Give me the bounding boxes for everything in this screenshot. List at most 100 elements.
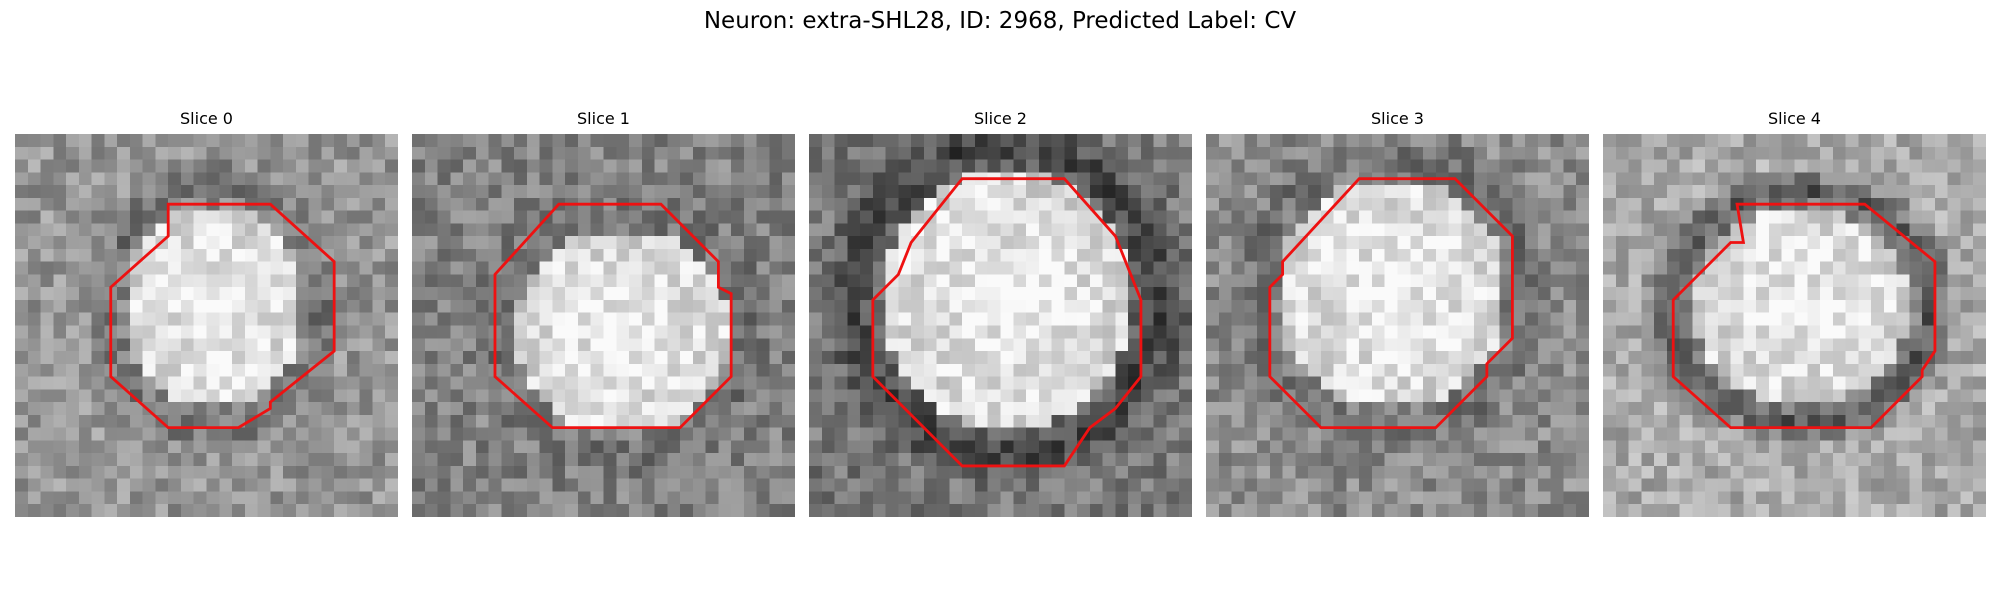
pixel	[1576, 402, 1589, 416]
pixel	[1896, 299, 1910, 313]
pixel	[1512, 504, 1526, 517]
pixel	[321, 478, 335, 492]
pixel	[334, 197, 348, 211]
pixel	[1922, 299, 1936, 313]
pixel	[1832, 299, 1846, 313]
pixel	[898, 465, 912, 479]
pixel	[40, 236, 54, 250]
pixel	[1166, 312, 1180, 326]
pixel	[769, 376, 783, 390]
pixel	[1883, 414, 1897, 428]
pixel	[743, 287, 757, 301]
pixel	[1244, 325, 1258, 339]
pixel	[1679, 363, 1693, 377]
pixel	[667, 440, 681, 454]
pixel	[168, 427, 182, 441]
pixel	[1064, 287, 1078, 301]
pixel	[1140, 210, 1154, 224]
pixel	[809, 146, 823, 160]
pixel	[385, 210, 398, 224]
pixel	[206, 274, 220, 288]
pixel	[1896, 146, 1910, 160]
pixel	[1308, 427, 1322, 441]
pixel	[1909, 504, 1923, 517]
pixel	[450, 440, 464, 454]
pixel	[1641, 491, 1655, 505]
pixel	[1628, 325, 1642, 339]
pixel	[1333, 491, 1347, 505]
pixel	[1947, 134, 1961, 148]
pixel	[1244, 427, 1258, 441]
pixel	[1563, 261, 1577, 275]
pixel	[616, 261, 630, 275]
pixel	[1576, 389, 1589, 403]
pixel	[1820, 414, 1834, 428]
pixel	[270, 261, 284, 275]
pixel	[1730, 376, 1744, 390]
pixel	[1615, 491, 1629, 505]
pixel	[1820, 504, 1834, 517]
pixel	[1576, 134, 1589, 148]
pixel	[1371, 185, 1385, 199]
pixel	[565, 312, 579, 326]
pixel	[1206, 299, 1220, 313]
pixel	[1295, 146, 1309, 160]
slice-title-3: Slice 3	[1371, 109, 1424, 128]
pixel	[1269, 504, 1283, 517]
pixel	[334, 146, 348, 160]
pixel	[1486, 389, 1500, 403]
pixel	[885, 185, 899, 199]
pixel	[1896, 504, 1910, 517]
pixel	[1410, 351, 1424, 365]
pixel	[577, 363, 591, 377]
pixel	[1537, 197, 1551, 211]
pixel	[514, 146, 528, 160]
pixel	[1231, 159, 1245, 173]
pixel	[680, 504, 694, 517]
pixel	[180, 312, 194, 326]
pixel	[962, 389, 976, 403]
pixel	[1179, 504, 1192, 517]
pixel	[743, 389, 757, 403]
pixel	[1717, 325, 1731, 339]
pixel	[91, 159, 105, 173]
pixel	[821, 363, 835, 377]
pixel	[155, 261, 169, 275]
pixel	[1308, 389, 1322, 403]
pixel	[782, 287, 795, 301]
pixel	[1089, 453, 1103, 467]
pixel	[1615, 223, 1629, 237]
pixel	[923, 312, 937, 326]
pixel	[295, 325, 309, 339]
pixel	[962, 274, 976, 288]
pixel	[1423, 414, 1437, 428]
pixel	[1231, 440, 1245, 454]
pixel	[743, 338, 757, 352]
pixel	[1922, 402, 1936, 416]
pixel	[667, 172, 681, 186]
pixel	[232, 210, 246, 224]
pixel	[809, 312, 823, 326]
pixel	[769, 134, 783, 148]
pixel	[616, 338, 630, 352]
pixel	[911, 261, 925, 275]
pixel	[1231, 236, 1245, 250]
pixel	[1257, 402, 1271, 416]
pixel	[1051, 389, 1065, 403]
pixel	[155, 504, 169, 517]
pixel	[1947, 299, 1961, 313]
pixel	[475, 185, 489, 199]
pixel	[488, 236, 502, 250]
pixel	[1615, 376, 1629, 390]
pixel	[1333, 351, 1347, 365]
pixel	[718, 287, 732, 301]
pixel	[1282, 223, 1296, 237]
pixel	[577, 478, 591, 492]
pixel	[1858, 389, 1872, 403]
pixel	[1153, 402, 1167, 416]
pixel	[616, 351, 630, 365]
pixel	[270, 427, 284, 441]
pixel	[1947, 440, 1961, 454]
pixel	[641, 236, 655, 250]
pixel	[412, 223, 426, 237]
